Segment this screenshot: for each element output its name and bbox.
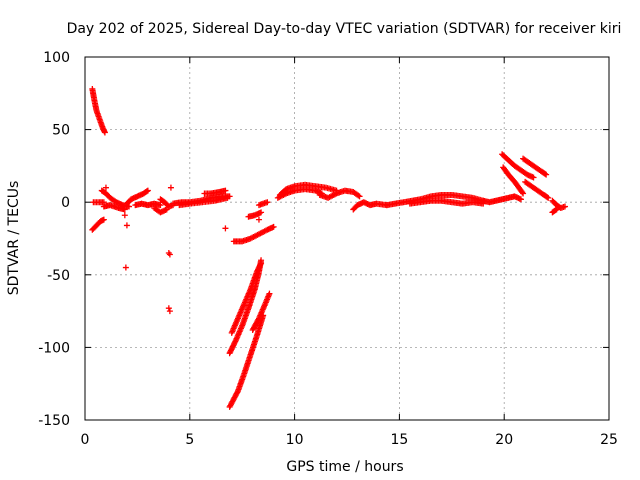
y-axis-label: SDTVAR / TECUs [6, 181, 22, 296]
x-tick-label: 20 [495, 432, 513, 448]
data-point [167, 184, 174, 191]
y-tick-label: 100 [43, 50, 70, 66]
data-point [542, 170, 549, 177]
data-point [224, 194, 231, 201]
data-point [121, 206, 128, 213]
data-point [165, 305, 172, 312]
data-point [355, 192, 362, 199]
data-point [166, 308, 173, 315]
y-tick-label: 0 [61, 195, 70, 211]
chart-title: Day 202 of 2025, Sidereal Day-to-day VTE… [67, 21, 622, 37]
data-point [255, 216, 262, 223]
x-tick-label: 15 [390, 432, 408, 448]
data-point [520, 190, 527, 197]
data-point [519, 189, 526, 196]
data-point [143, 188, 150, 195]
data-point [144, 187, 151, 194]
data-point [157, 202, 164, 209]
data-point [102, 184, 109, 191]
data-point [517, 196, 524, 203]
y-tick-label: -150 [38, 413, 70, 429]
data-point [255, 316, 262, 323]
data-point [270, 223, 277, 230]
data-point [122, 264, 129, 271]
data-point [234, 389, 241, 396]
data-point [258, 260, 265, 267]
data-point [552, 207, 559, 214]
data-point [544, 194, 551, 201]
data-point [266, 290, 273, 297]
data-point [553, 206, 560, 213]
data-points [89, 85, 568, 410]
data-point [545, 194, 552, 201]
data-point [123, 222, 130, 229]
data-point [264, 199, 271, 206]
data-point [258, 209, 265, 216]
y-tick-label: 50 [52, 123, 70, 139]
data-point [356, 193, 363, 200]
x-tick-label: 10 [286, 432, 304, 448]
data-point [530, 174, 537, 181]
x-tick-label: 5 [185, 432, 194, 448]
tick-labels: 0 5 10 15 20 25 -150 -100 -50 0 50 100 [38, 50, 618, 448]
data-point [121, 212, 128, 219]
data-point [166, 251, 173, 258]
x-axis-label: GPS time / hours [286, 459, 403, 475]
x-tick-label: 25 [600, 432, 618, 448]
grid [85, 57, 609, 420]
plot-frame [84, 56, 610, 421]
data-point [100, 216, 107, 223]
data-point [561, 203, 568, 210]
y-tick-label: -100 [38, 340, 70, 356]
x-tick-label: 0 [81, 432, 90, 448]
data-point [163, 206, 170, 213]
data-point [101, 129, 108, 136]
data-point [222, 225, 229, 232]
data-point [543, 171, 550, 178]
y-tick-label: -50 [47, 268, 70, 284]
data-point [222, 187, 229, 194]
